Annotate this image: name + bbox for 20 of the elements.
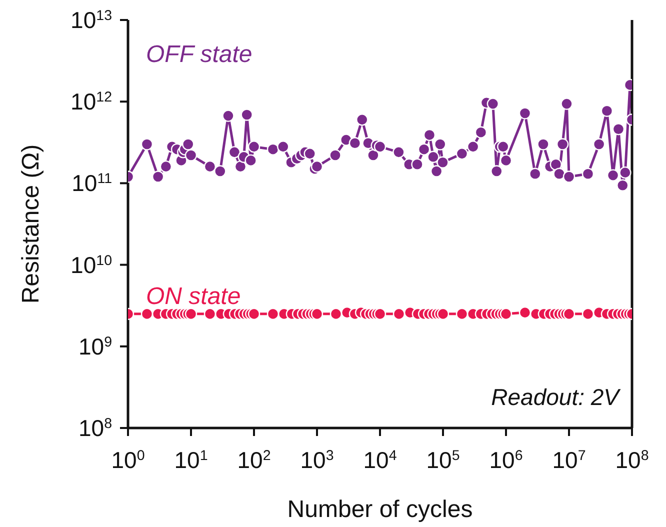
x-tick-label: 10$^{2}$ [237, 447, 271, 473]
x-axis-title: Number of cycles [287, 496, 473, 523]
y-tick-label: 10$^{9}$ [78, 333, 112, 360]
x-tick-label: 10$^{7}$ [552, 447, 586, 473]
x-tick-label: 10$^{4}$ [363, 447, 397, 473]
y-axis-title: Resistance (Ω) [18, 144, 45, 304]
series-label: OFF state [146, 41, 252, 70]
x-tick-label: 10$^{6}$ [489, 447, 523, 473]
y-tick-label: 10$^{8}$ [78, 415, 112, 441]
x-tick-label: 10$^{0}$ [111, 447, 145, 473]
y-tick-label: 10$^{12}$ [70, 88, 112, 115]
y-tick-label: 10$^{11}$ [72, 170, 112, 196]
x-tick-label: 10$^{8}$ [615, 447, 649, 473]
annotation: Readout: 2V [491, 384, 619, 411]
x-tick-label: 10$^{1}$ [174, 447, 208, 473]
y-tick-label: 10$^{13}$ [70, 7, 112, 33]
x-tick-label: 10$^{3}$ [300, 447, 334, 473]
x-tick-label: 10$^{5}$ [426, 447, 460, 473]
y-tick-label: 10$^{10}$ [70, 252, 112, 278]
series-label: ON state [146, 283, 241, 312]
